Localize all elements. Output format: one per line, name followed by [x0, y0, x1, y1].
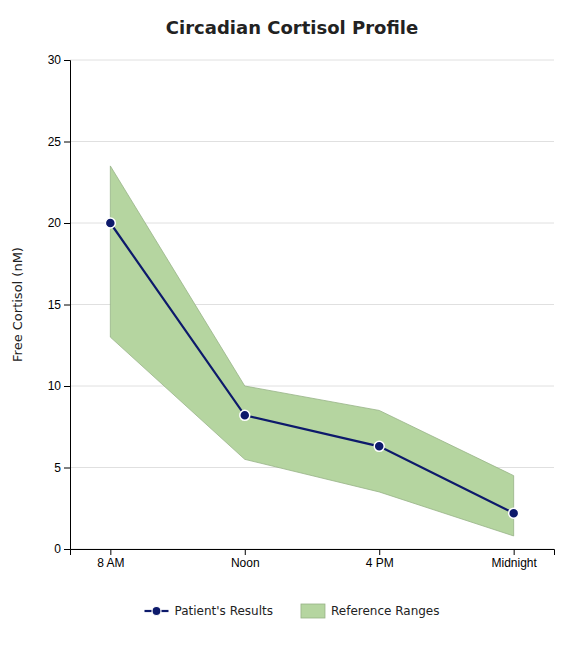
y-tick-label: 20 — [48, 216, 62, 230]
y-tick: 20 — [48, 216, 70, 230]
chart: Circadian Cortisol Profile 8 AM Noon 4 PM Mi… — [0, 0, 584, 659]
legend: Patient's Results Reference Ranges — [144, 604, 439, 618]
line — [110, 223, 513, 513]
marks — [105, 166, 518, 536]
marker — [105, 218, 115, 228]
y-tick-label: 5 — [54, 461, 61, 475]
grid — [70, 60, 554, 549]
y-tick-mark — [64, 60, 70, 61]
x-tick-mark — [245, 549, 246, 555]
x-tick-mark — [110, 549, 111, 555]
x-tick-label: 4 PM — [366, 556, 394, 570]
marker — [240, 410, 250, 420]
y-tick: 10 — [48, 379, 70, 393]
x-tick-label: Midnight — [491, 556, 537, 570]
legend-item: Reference Ranges — [301, 604, 440, 618]
marker — [374, 441, 384, 451]
y-tick-label: 10 — [48, 379, 62, 393]
x-axis-line — [71, 550, 555, 556]
x-tick-mark — [379, 549, 380, 555]
y-tick-label: 15 — [48, 298, 62, 312]
y-axis-title: Free Cortisol (nM) — [10, 247, 25, 362]
marker — [509, 508, 519, 518]
x-tick-label: Noon — [231, 556, 260, 570]
y-tick-label: 25 — [48, 135, 62, 149]
x-tick-mark — [514, 549, 515, 555]
y-tick-mark — [64, 223, 70, 224]
x-tick: Midnight — [491, 549, 537, 570]
grid-line — [70, 60, 554, 61]
title: Circadian Cortisol Profile — [166, 17, 418, 38]
legend-label: Reference Ranges — [331, 604, 440, 618]
y-tick: 25 — [48, 135, 70, 149]
y-tick: 15 — [48, 298, 70, 312]
reference-band — [110, 166, 513, 536]
legend-swatch — [301, 604, 325, 618]
plot: 8 AM Noon 4 PM Midnight 0 5 10 15 20 25 30 Free Cor… — [10, 53, 555, 569]
y-tick: 0 — [54, 542, 70, 556]
y-tick: 5 — [54, 461, 70, 475]
y-axis: 0 5 10 15 20 25 30 — [48, 53, 71, 556]
y-tick-mark — [64, 468, 70, 469]
y-tick-label: 30 — [48, 53, 62, 67]
legend-marker — [152, 607, 161, 616]
grid-line — [70, 386, 554, 387]
y-tick-label: 0 — [54, 542, 61, 556]
legend-item: Patient's Results — [144, 604, 272, 618]
y-axis-line — [64, 61, 71, 550]
legend-label: Patient's Results — [174, 604, 272, 618]
y-tick-mark — [64, 386, 70, 387]
x-tick: 4 PM — [366, 549, 394, 570]
x-axis: 8 AM Noon 4 PM Midnight — [71, 549, 555, 570]
y-tick-mark — [64, 142, 70, 143]
y-tick-mark — [64, 305, 70, 306]
markers — [105, 218, 518, 518]
x-tick: Noon — [231, 549, 260, 570]
x-tick-label: 8 AM — [97, 556, 124, 570]
y-tick-mark — [64, 549, 70, 550]
grid-line — [70, 141, 554, 142]
x-tick: 8 AM — [97, 549, 124, 570]
y-tick: 30 — [48, 53, 70, 67]
